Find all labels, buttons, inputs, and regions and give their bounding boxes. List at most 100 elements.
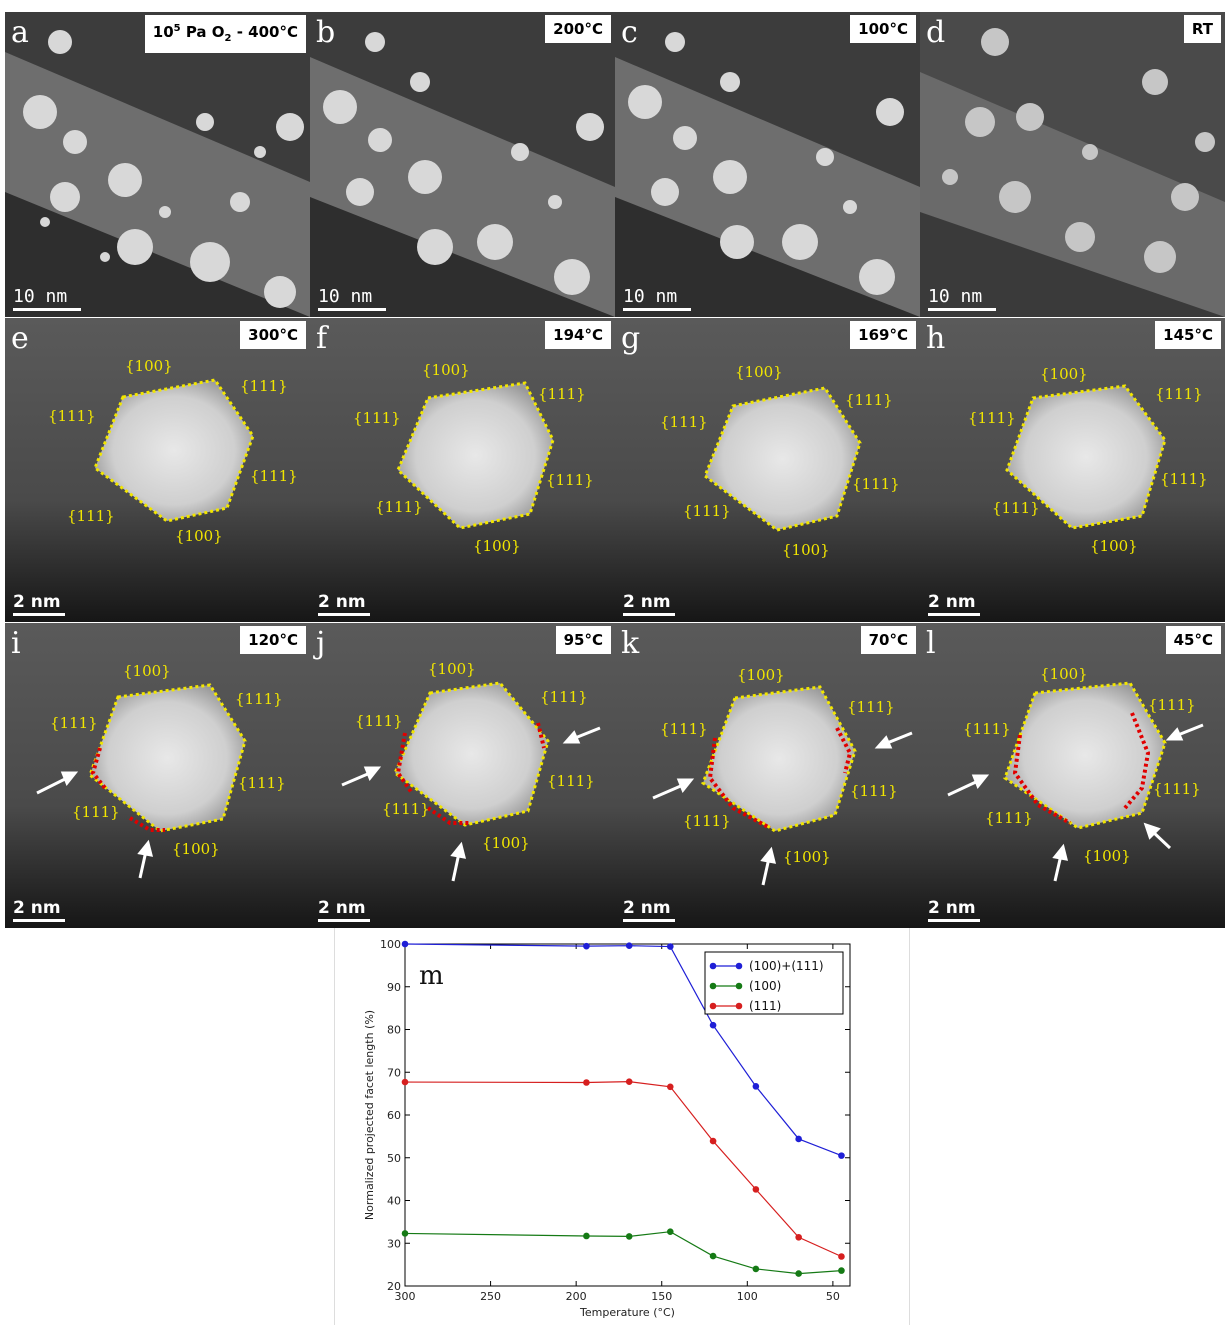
legend-marker [735, 982, 743, 990]
facet-label: {111} [72, 803, 120, 821]
facet-label: {100} [482, 834, 530, 852]
rounded-edge [426, 806, 470, 825]
tem-image-a [5, 12, 310, 317]
y-tick-label: 40 [387, 1195, 401, 1208]
data-point [795, 1233, 802, 1241]
rounded-edge [707, 737, 771, 830]
facet-label: {100} [782, 541, 830, 559]
scale-bar: 2 nm [318, 592, 370, 616]
facet-label: {111} [1153, 780, 1201, 798]
rounded-edge [536, 722, 546, 749]
facet-outline [701, 685, 857, 833]
facet-label: {111} [50, 714, 98, 732]
panel-letter: c [621, 15, 638, 50]
temperature-label: 95°C [555, 626, 611, 654]
facet-label: {111} [540, 688, 588, 706]
facet-label: {111} [683, 502, 731, 520]
scale-bar: 10 nm [13, 287, 81, 311]
micrograph-panel-d: d RT 10 nm [920, 12, 1225, 317]
scale-bar: 10 nm [318, 287, 386, 311]
facet-label: {100} [735, 363, 783, 381]
facet-label: {111} [985, 809, 1033, 827]
data-point [401, 940, 409, 948]
y-tick-label: 50 [387, 1152, 401, 1165]
series-line-2 [404, 1081, 842, 1258]
panel-letter: j [316, 626, 326, 661]
facet-label: {111} [852, 475, 900, 493]
x-tick-label: 300 [395, 1290, 416, 1303]
rounded-edge [128, 816, 165, 832]
facet-label: {111} [1160, 470, 1208, 488]
panel-letter: i [11, 626, 21, 661]
particle-image-k [615, 623, 920, 928]
facet-label: {111} [538, 385, 586, 403]
facet-outline [1005, 384, 1167, 530]
scale-bar: 2 nm [623, 898, 675, 922]
facet-label: {111} [48, 407, 96, 425]
data-point [752, 1083, 760, 1090]
arrow-icon [886, 731, 913, 745]
arrow-icon [947, 779, 979, 797]
temperature-label: 169°C [850, 321, 916, 349]
data-point [401, 1078, 409, 1086]
data-point [709, 1252, 717, 1260]
legend-entry: (100) [749, 979, 781, 993]
facet-label: {100} [1040, 365, 1088, 383]
legend-marker [709, 1002, 717, 1010]
rounded-edge [395, 732, 414, 795]
facet-outline [1003, 681, 1167, 830]
facet-label: {111} [547, 772, 595, 790]
facet-label: {111} [235, 690, 283, 708]
y-tick-label: 30 [387, 1237, 401, 1250]
particle-image-h [920, 318, 1225, 622]
x-tick-label: 200 [566, 1290, 587, 1303]
micrograph-panel-f: f 194°C {100} {111} {111} {111} {111} {1… [310, 318, 615, 622]
facet-label: {111} [847, 698, 895, 716]
condition-label: 105 Pa O2 - 400°C [144, 15, 306, 53]
tem-image-c [615, 12, 920, 317]
temperature-label: 45°C [1165, 626, 1221, 654]
particle-image-l [920, 623, 1225, 928]
scale-bar: 10 nm [623, 287, 691, 311]
facet-outline [703, 386, 862, 532]
data-point [625, 1078, 633, 1085]
data-point [838, 1253, 845, 1260]
data-point [583, 1232, 590, 1240]
temperature-label: 300°C [240, 321, 306, 349]
temperature-label: 120°C [240, 626, 306, 654]
facet-label: {100} [175, 527, 223, 545]
series-line-0 [404, 943, 842, 1157]
facet-label: {100} [1040, 665, 1088, 683]
facet-outline [396, 381, 555, 530]
tem-image-d [920, 12, 1225, 317]
panel-letter: h [926, 321, 946, 356]
x-tick-label: 250 [480, 1290, 501, 1303]
facet-label: {111} [1148, 696, 1196, 714]
facet-label: {111} [250, 467, 298, 485]
micrograph-panel-e: e 300°C {100} {111} {111} {111} {111} {1… [5, 318, 310, 622]
facet-label: {111} [240, 377, 288, 395]
panel-letter: g [621, 321, 641, 356]
x-tick-label: 100 [737, 1290, 758, 1303]
micrograph-panel-c: c 100°C 10 nm [615, 12, 920, 317]
legend-marker [709, 962, 717, 970]
panel-letter: k [621, 626, 640, 661]
y-tick-label: 90 [387, 981, 401, 994]
temperature-label: 70°C [860, 626, 916, 654]
legend-marker [735, 1002, 743, 1010]
scale-bar: 2 nm [623, 592, 675, 616]
scale-bar: 2 nm [318, 898, 370, 922]
arrow-icon [1177, 723, 1204, 737]
y-tick-label: 70 [387, 1066, 401, 1079]
facet-label: {100} [737, 666, 785, 684]
temperature-label: 145°C [1155, 321, 1221, 349]
temperature-label: 100°C [850, 15, 916, 43]
legend-box [704, 951, 844, 1015]
rounded-edge [1123, 712, 1151, 810]
micrograph-panel-j: j 95°C {100} {111} {111} {111} {111} {10… [310, 623, 615, 928]
y-tick-label: 60 [387, 1109, 401, 1122]
data-point [583, 1079, 590, 1086]
facet-label: {111} [382, 800, 430, 818]
scale-bar: 2 nm [13, 592, 65, 616]
legend-entry: (111) [749, 999, 781, 1013]
